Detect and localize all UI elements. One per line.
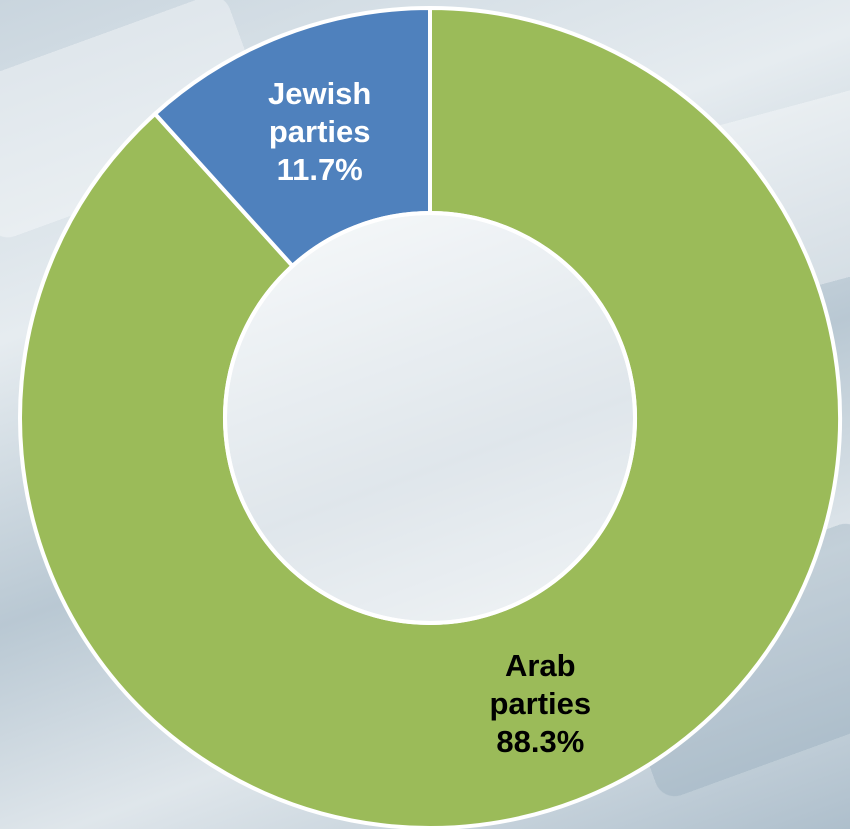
donut-hole <box>223 211 637 625</box>
value-label: 88.3% <box>496 724 585 760</box>
bg-key <box>0 0 273 238</box>
slice-label: Jewish parties 11.7% <box>245 75 395 189</box>
category-label: Arab parties <box>489 648 592 722</box>
value-label: 11.7% <box>276 151 363 187</box>
category-label: Jewish parties <box>267 75 372 149</box>
slice-label: Arab parties 88.3% <box>465 647 615 761</box>
